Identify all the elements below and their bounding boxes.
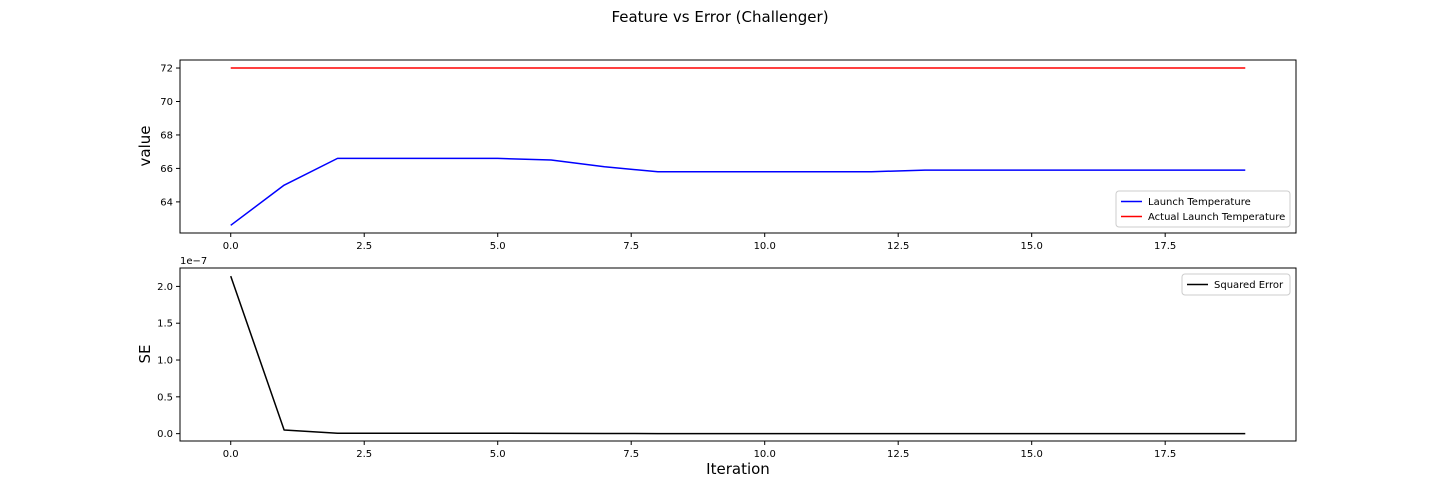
y-tick-label: 64 [160,197,173,208]
legend-label: Actual Launch Temperature [1148,212,1285,223]
x-tick-label: 2.5 [356,449,372,460]
x-tick-label: 12.5 [887,241,909,252]
x-tick-label: 0.0 [223,449,239,460]
x-tick-label: 15.0 [1021,449,1043,460]
legend-label: Squared Error [1214,280,1284,291]
y-tick-label: 1.0 [157,356,173,367]
x-tick-label: 12.5 [887,449,909,460]
series-line [230,157,1246,226]
axes-frame [179,267,1297,442]
x-axis-label: Iteration [706,460,770,478]
y-offset-label: 1e−7 [180,256,207,267]
y-tick-label: 70 [160,97,173,108]
x-tick-label: 0.0 [223,241,239,252]
legend-box [1181,273,1291,296]
bottom-panel: 0.0 2.5 5.0 7.5 10.0 12.5 15.0 17.5 0.0 0.5 1.0 1.5… [136,256,1297,478]
y-tick-label: 0.0 [157,429,173,440]
x-tick-label: 17.5 [1154,449,1176,460]
y-axis-label: value [136,126,154,167]
y-tick-label: 2.0 [157,282,173,293]
y-tick-label: 72 [160,64,173,75]
x-tick-label: 17.5 [1154,241,1176,252]
top-panel: 0.0 2.5 5.0 7.5 10.0 12.5 15.0 17.5 64 66 68 70 72 va… [136,59,1297,252]
y-axis-label: SE [136,345,154,364]
legend-label: Launch Temperature [1148,197,1251,208]
legend-box [1115,190,1291,228]
series-line [230,275,1246,435]
x-tick-label: 10.0 [754,449,776,460]
x-tick-label: 15.0 [1021,241,1043,252]
x-tick-label: 5.0 [490,241,506,252]
x-tick-label: 5.0 [490,449,506,460]
y-tick-label: 68 [160,130,173,141]
figure-title: Feature vs Error (Challenger) [611,8,828,26]
x-tick-label: 2.5 [356,241,372,252]
y-tick-label: 66 [160,164,173,175]
axes-frame [179,59,1297,234]
y-tick-label: 1.5 [157,319,173,330]
x-tick-label: 7.5 [623,449,639,460]
y-tick-label: 0.5 [157,392,173,403]
x-tick-label: 10.0 [754,241,776,252]
x-tick-label: 7.5 [623,241,639,252]
